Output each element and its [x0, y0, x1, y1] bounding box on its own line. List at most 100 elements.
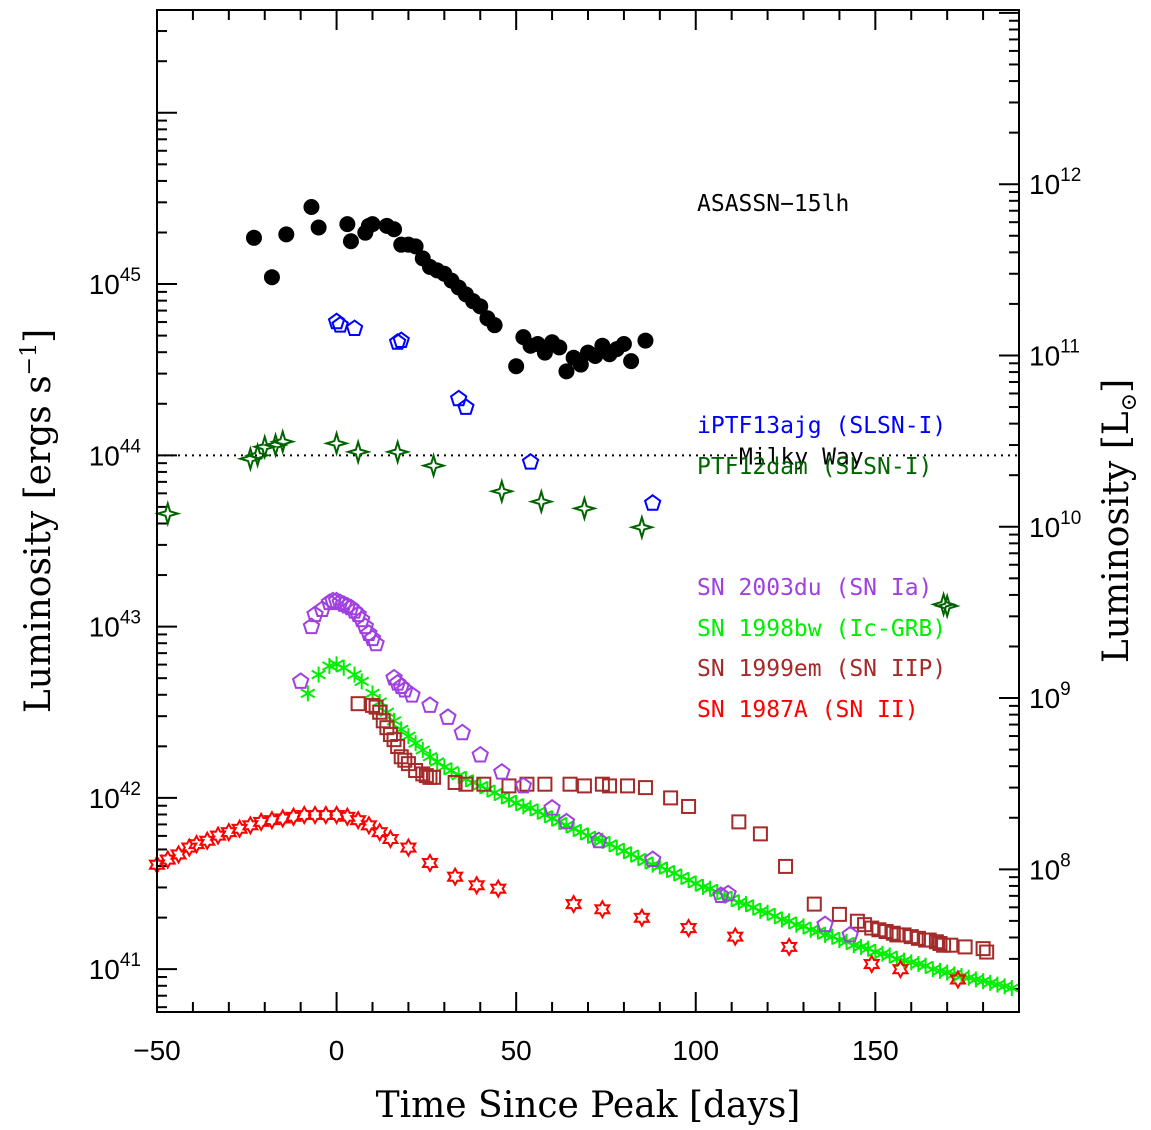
data-point: [806, 896, 822, 912]
data-point: [537, 776, 553, 792]
data-point: [572, 356, 589, 373]
y-left-tick-label: 1041: [89, 950, 141, 985]
data-point: [471, 745, 490, 763]
tick-base: 10: [1029, 169, 1060, 200]
x-tick-label: 100: [672, 1035, 719, 1066]
tick-base: 10: [89, 783, 120, 814]
series-labels: ASASSN−15lh iPTF13ajg (SLSN-I) PTF12dam (S…: [697, 191, 946, 723]
data-point: [679, 917, 698, 939]
data-point: [633, 907, 651, 928]
data-point: [681, 798, 697, 814]
data-point: [347, 666, 362, 683]
data-point: [628, 513, 656, 541]
data-point: [364, 216, 381, 233]
data-point: [620, 778, 636, 794]
series-label: ASASSN−15lh: [697, 191, 849, 217]
data-point: [885, 925, 901, 941]
asterisk-stroke: [321, 661, 337, 671]
series-label: SN 1998bw (Ic-GRB): [697, 616, 946, 642]
data-point: [663, 790, 679, 806]
data-point: [169, 844, 188, 865]
data-point: [949, 969, 967, 990]
y-left-tick-label: 1045: [89, 265, 141, 300]
data-point: [486, 317, 503, 334]
data-point: [400, 728, 416, 745]
data-point: [320, 593, 339, 611]
data-point: [943, 937, 959, 953]
x-tick-label: 0: [329, 1035, 345, 1066]
asterisk-stroke: [347, 669, 362, 680]
data-point: [623, 353, 640, 370]
asterisk-stroke: [354, 676, 370, 687]
milky-way-label: Milky Way: [739, 444, 864, 470]
data-point: [306, 605, 324, 623]
data-point: [752, 826, 768, 842]
data-point: [527, 488, 555, 516]
y-left-tick-label: 1044: [89, 436, 142, 471]
data-point: [345, 319, 364, 337]
data-point: [780, 936, 798, 957]
tick-exponent: 8: [1060, 850, 1071, 871]
data-point: [323, 429, 351, 457]
asterisk-stroke: [311, 669, 327, 680]
tick-exponent: 43: [120, 608, 141, 629]
data-point: [476, 776, 492, 792]
series-label: SN 1987A (SN II): [697, 697, 919, 723]
data-point: [562, 776, 578, 792]
data-point: [493, 762, 511, 780]
data-point: [344, 438, 372, 466]
data-point: [446, 866, 464, 887]
data-point: [637, 780, 653, 796]
series-sn-1987a-sn-ii-: [148, 804, 967, 990]
data-point: [306, 804, 324, 826]
data-point: [643, 494, 662, 511]
data-point: [338, 806, 357, 827]
tick-base: 10: [1029, 854, 1060, 885]
data-point: [273, 808, 292, 829]
tick-base: 10: [1029, 512, 1060, 543]
y-axis-left-title-end: ]: [18, 329, 59, 343]
data-point: [712, 886, 730, 903]
tick-base: 10: [89, 954, 120, 985]
asterisk-stroke: [1004, 983, 1020, 993]
y-right-tick-label: 108: [1029, 850, 1071, 885]
data-point: [303, 198, 320, 215]
y-left-tick-label: 1043: [89, 608, 141, 643]
y-axis-right-title: Luminosity [L⊙]: [1096, 379, 1142, 663]
data-point: [589, 831, 608, 849]
asterisk-stroke: [365, 688, 380, 699]
data-point: [615, 336, 632, 352]
data-point: [863, 953, 881, 975]
data-point: [399, 837, 418, 858]
data-point: [576, 778, 592, 794]
data-point: [519, 776, 535, 792]
x-tick-label: −50: [133, 1035, 181, 1066]
series-sn-1999em-sn-iip-: [350, 696, 995, 960]
data-point: [816, 915, 834, 933]
tick-exponent: 41: [120, 950, 141, 971]
data-point: [726, 926, 744, 947]
data-point: [244, 441, 272, 469]
data-point: [543, 798, 561, 816]
y-axis-right-title-main: Luminosity [L: [1096, 411, 1137, 663]
x-tick-label: 50: [501, 1035, 532, 1066]
data-point: [933, 592, 961, 620]
data-point: [198, 830, 217, 851]
data-points: [148, 198, 1020, 997]
data-point: [831, 906, 847, 922]
data-point: [269, 428, 297, 456]
data-point: [154, 500, 182, 528]
series-sn-2003du-sn-ia-: [291, 591, 859, 943]
asterisk-stroke: [408, 738, 424, 748]
data-point: [388, 333, 407, 350]
data-point: [356, 617, 375, 635]
data-point: [637, 332, 654, 349]
data-point: [488, 477, 516, 505]
data-point: [263, 269, 280, 286]
y-right-tick-label: 1012: [1029, 165, 1081, 200]
data-point: [372, 704, 388, 720]
series-label: iPTF13ajg (SLSN-I): [697, 413, 946, 439]
data-point: [354, 673, 370, 690]
tick-base: 10: [89, 612, 120, 643]
